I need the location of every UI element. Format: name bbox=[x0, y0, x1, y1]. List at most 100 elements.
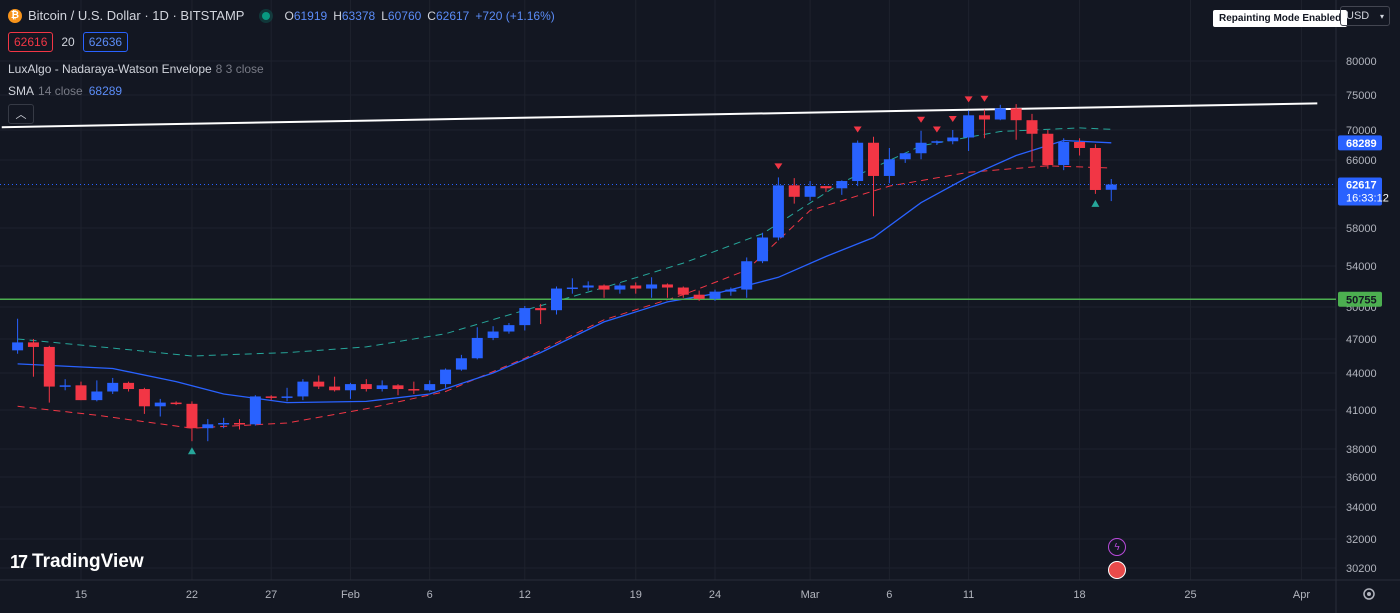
sell-button[interactable]: 62616 bbox=[8, 32, 54, 52]
indicator-luxalgo[interactable]: LuxAlgo - Nadaraya-Watson Envelope 8 3 cl… bbox=[8, 62, 264, 76]
settings-gear-icon[interactable] bbox=[1363, 588, 1375, 600]
candle bbox=[202, 419, 214, 442]
candle bbox=[915, 130, 927, 160]
chevron-down-icon: ▾ bbox=[1379, 11, 1384, 21]
tradingview-logo-icon: 17 bbox=[10, 551, 28, 572]
candle bbox=[1074, 138, 1086, 156]
candle bbox=[313, 375, 325, 390]
y-tick-label: 66000 bbox=[1346, 155, 1377, 167]
candle-body bbox=[376, 385, 388, 390]
candle bbox=[186, 401, 198, 442]
candle bbox=[661, 283, 673, 298]
candle-body bbox=[582, 285, 594, 288]
candle bbox=[582, 281, 594, 291]
y-tick-label: 80000 bbox=[1346, 56, 1377, 68]
candle-body bbox=[218, 423, 230, 425]
candle-body bbox=[725, 289, 737, 292]
candle bbox=[218, 417, 230, 429]
candle bbox=[281, 387, 293, 402]
candle-body bbox=[661, 284, 673, 288]
indicator-luxalgo-args: 8 3 close bbox=[215, 62, 264, 76]
indicator-sma-name: SMA bbox=[8, 84, 35, 98]
candle-body bbox=[1010, 108, 1022, 121]
x-tick-label: Mar bbox=[801, 589, 820, 601]
candle bbox=[43, 345, 55, 403]
buy-button[interactable]: 62636 bbox=[82, 32, 129, 52]
chevron-up-icon: ︿ bbox=[15, 109, 27, 121]
candle bbox=[947, 130, 959, 145]
indicator-sma[interactable]: SMA 14 close 68289 bbox=[8, 84, 122, 98]
candle bbox=[107, 377, 119, 394]
y-tick-label: 58000 bbox=[1346, 223, 1377, 235]
candle bbox=[535, 303, 547, 325]
candle bbox=[329, 376, 341, 392]
candle bbox=[519, 305, 531, 331]
candle-body bbox=[772, 185, 784, 238]
grid bbox=[0, 0, 1336, 580]
sell-signal-marker bbox=[917, 116, 926, 123]
candle-body bbox=[883, 159, 895, 176]
collapse-indicators-button[interactable]: ︿ bbox=[8, 104, 34, 124]
x-tick-label: 6 bbox=[886, 589, 892, 601]
candle-body bbox=[978, 115, 990, 120]
candle bbox=[138, 387, 150, 414]
candle-body bbox=[329, 386, 341, 391]
candle-body bbox=[598, 285, 610, 290]
currency-select[interactable]: USD ▾ bbox=[1340, 6, 1390, 26]
sell-signal-marker bbox=[948, 116, 957, 122]
candle bbox=[123, 381, 135, 392]
bitcoin-icon: ₿ bbox=[8, 8, 22, 23]
us-flag-event-icon[interactable] bbox=[1108, 561, 1126, 579]
candle bbox=[788, 178, 800, 204]
buy-signal-marker bbox=[187, 447, 196, 455]
candle bbox=[883, 148, 895, 184]
price-axis-label-bg bbox=[1338, 177, 1382, 206]
sell-signal-marker bbox=[774, 163, 783, 170]
candle-body bbox=[931, 141, 943, 143]
candle-body bbox=[820, 186, 832, 189]
candle bbox=[725, 287, 737, 296]
candle-body bbox=[1074, 142, 1086, 148]
x-tick-label: 19 bbox=[630, 589, 642, 601]
candle bbox=[836, 180, 848, 195]
market-status-icon[interactable] bbox=[262, 11, 271, 20]
candle-body bbox=[852, 142, 864, 182]
price-axis-label-bg bbox=[1338, 135, 1382, 151]
sell-signal-marker bbox=[980, 95, 989, 102]
candle bbox=[868, 136, 879, 217]
x-tick-label: 15 bbox=[75, 589, 87, 601]
tradingview-logo-text: TradingView bbox=[32, 551, 144, 572]
candle bbox=[614, 283, 626, 294]
candle-body bbox=[27, 342, 39, 347]
x-tick-label: 18 bbox=[1073, 589, 1085, 601]
candle-body bbox=[788, 185, 800, 197]
candle-body bbox=[107, 382, 119, 392]
symbol-title[interactable]: Bitcoin / U.S. Dollar · 1D · BITSTAMP bbox=[28, 8, 245, 23]
candle bbox=[424, 380, 436, 392]
candle bbox=[1010, 104, 1022, 140]
x-tick-label: 11 bbox=[963, 589, 974, 601]
candle-body bbox=[646, 284, 658, 289]
y-tick-label: 38000 bbox=[1346, 444, 1377, 456]
candle bbox=[1042, 130, 1054, 169]
candle-body bbox=[614, 285, 626, 290]
candle-body bbox=[1026, 120, 1038, 134]
candle bbox=[677, 286, 689, 298]
candle bbox=[820, 186, 832, 192]
x-tick-label: 12 bbox=[519, 589, 531, 601]
candle-body bbox=[868, 142, 879, 176]
candle bbox=[1026, 113, 1038, 163]
sma-14-line bbox=[17, 139, 1112, 404]
candle bbox=[1105, 179, 1117, 202]
lightning-event-icon[interactable]: ϟ bbox=[1108, 538, 1126, 556]
candle bbox=[75, 381, 87, 401]
candle bbox=[249, 395, 261, 426]
price-axis-label: 68289 bbox=[1338, 135, 1382, 151]
candle-body bbox=[392, 385, 404, 390]
tradingview-logo[interactable]: 17 TradingView bbox=[10, 551, 144, 573]
candle bbox=[392, 384, 404, 396]
x-tick-label: 6 bbox=[427, 589, 433, 601]
candle-body bbox=[138, 389, 150, 407]
